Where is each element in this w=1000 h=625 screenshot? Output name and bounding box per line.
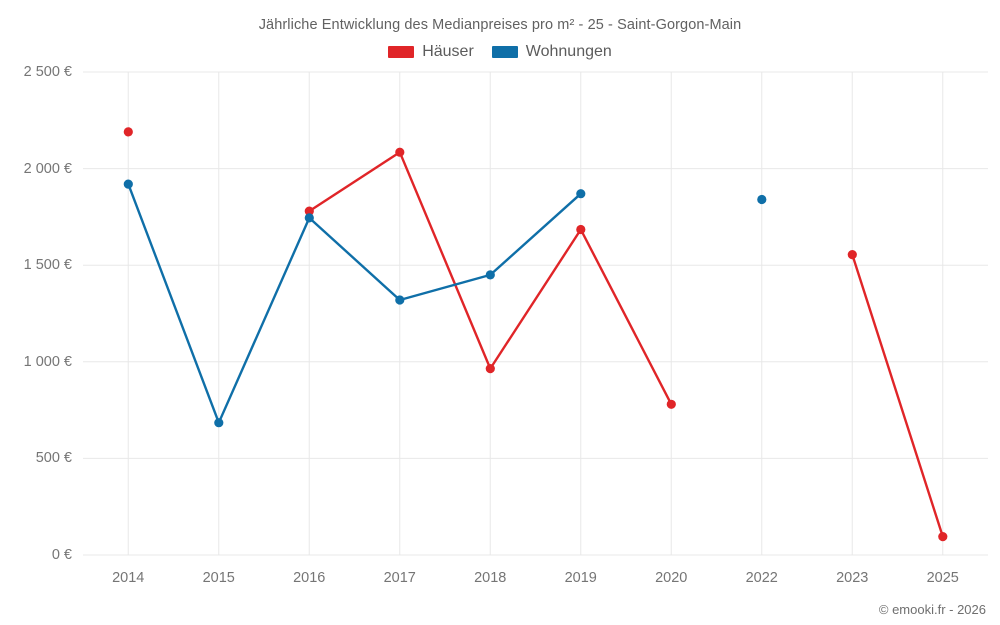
legend-item-hauser[interactable]: Häuser	[388, 43, 474, 61]
y-axis-tick-label: 2 500 €	[23, 64, 72, 80]
series-lines	[127, 150, 944, 538]
footer-credit: © emooki.fr - 2026	[878, 602, 986, 617]
chart-legend: Häuser Wohnungen	[0, 43, 1000, 61]
x-axis-tick-label: 2023	[836, 570, 869, 586]
legend-label-wohnungen: Wohnungen	[525, 43, 612, 60]
legend-item-wohnungen[interactable]: Wohnungen	[491, 43, 612, 61]
legend-swatch-wohnungen	[491, 46, 518, 58]
x-axis-tick-label: 2025	[926, 570, 959, 586]
x-axis-tick-label: 2016	[293, 570, 326, 586]
legend-swatch-hauser	[388, 46, 415, 58]
y-axis-tick-label: 0 €	[51, 547, 72, 563]
x-axis-tick-label: 2022	[745, 570, 778, 586]
x-axis-tick-label: 2015	[202, 570, 235, 586]
x-axis-tick-label: 2017	[383, 570, 416, 586]
x-axis-tick-label: 2018	[474, 570, 507, 586]
x-axis-tick-label: 2020	[655, 570, 688, 586]
y-axis-tick-label: 500 €	[35, 450, 72, 467]
y-axis-tick-label: 2 000 €	[23, 160, 72, 177]
chart-title: Jährliche Entwicklung des Medianpreises …	[258, 17, 742, 33]
legend-label-hauser: Häuser	[422, 43, 474, 60]
x-axis-tick-label: 2019	[564, 570, 597, 586]
x-axis-tick-label: 2014	[112, 570, 145, 586]
y-axis-tick-label: 1 500 €	[23, 257, 72, 274]
gridlines	[83, 71, 988, 556]
y-axis-tick-label: 1 000 €	[23, 353, 72, 370]
series-points	[123, 127, 948, 542]
